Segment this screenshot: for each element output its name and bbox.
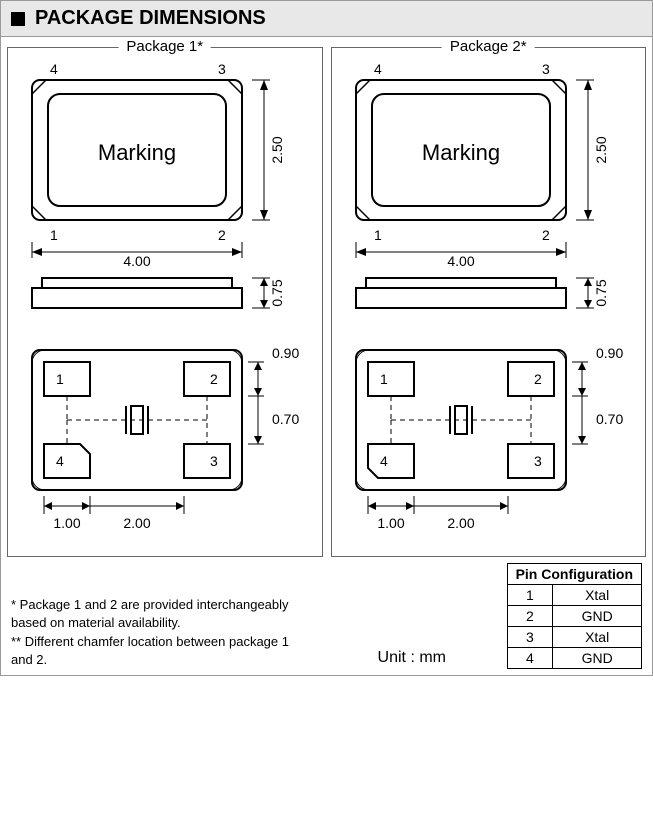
dim-height: 2.50 (269, 136, 285, 163)
svg-text:1: 1 (374, 227, 382, 243)
pin1-label: 1 (50, 227, 58, 243)
svg-text:0.90: 0.90 (596, 345, 623, 361)
svg-text:3: 3 (542, 61, 550, 77)
table-row: 2GND (507, 606, 641, 627)
dim-width: 4.00 (123, 253, 150, 269)
package-2-panel: Package 2* 4 3 1 2 Marking 2.50 (331, 47, 647, 557)
svg-text:2.50: 2.50 (593, 136, 609, 163)
package-1-panel: Package 1* 4 3 1 2 Marking (7, 47, 323, 557)
pkg1-top-view: 4 3 1 2 Marking 2.50 4.00 (12, 50, 312, 270)
pin4-label: 4 (50, 61, 58, 77)
section-header: PACKAGE DIMENSIONS (0, 0, 653, 37)
bpad4: 4 (56, 453, 64, 469)
dim-padgap: 0.70 (272, 411, 299, 427)
pkg2-top-view: 4 3 1 2 Marking 2.50 4.00 (336, 50, 636, 270)
footnote-1: * Package 1 and 2 are provided interchan… (11, 596, 303, 632)
svg-text:0.70: 0.70 (596, 411, 623, 427)
svg-text:1: 1 (380, 371, 388, 387)
svg-text:4: 4 (374, 61, 382, 77)
package-1-title: Package 1* (118, 38, 211, 55)
marking-text: Marking (98, 140, 176, 165)
pin2-label: 2 (218, 227, 226, 243)
svg-text:4: 4 (380, 453, 388, 469)
bpad1: 1 (56, 371, 64, 387)
footer-row: * Package 1 and 2 are provided interchan… (7, 563, 646, 669)
pin-config-table: Pin Configuration 1Xtal 2GND 3Xtal 4GND (507, 563, 642, 669)
footnotes: * Package 1 and 2 are provided interchan… (7, 588, 307, 669)
svg-text:1.00: 1.00 (377, 515, 404, 531)
bpad3: 3 (210, 453, 218, 469)
dim-thickness: 0.75 (269, 279, 285, 306)
dim-padw: 1.00 (53, 515, 80, 531)
pkg1-bottom-view: 1 2 3 4 0.90 0.70 (12, 320, 312, 550)
svg-text:2.00: 2.00 (447, 515, 474, 531)
table-row: 3Xtal (507, 627, 641, 648)
diagram-container: Package 1* 4 3 1 2 Marking (0, 37, 653, 676)
pin-config-table-wrap: Pin Configuration 1Xtal 2GND 3Xtal 4GND (507, 563, 642, 669)
pkg2-side-view: 0.75 (336, 270, 636, 320)
pin-config-header: Pin Configuration (507, 564, 641, 585)
dim-padpitch: 2.00 (123, 515, 150, 531)
bpad2: 2 (210, 371, 218, 387)
header-bullet-icon (11, 12, 25, 26)
dim-padh: 0.90 (272, 345, 299, 361)
package-columns: Package 1* 4 3 1 2 Marking (7, 47, 646, 557)
svg-text:2: 2 (542, 227, 550, 243)
svg-text:0.75: 0.75 (593, 279, 609, 306)
svg-text:2: 2 (534, 371, 542, 387)
pkg1-side-view: 0.75 (12, 270, 312, 320)
table-row: 1Xtal (507, 585, 641, 606)
unit-label: Unit : mm (378, 649, 446, 667)
svg-text:Marking: Marking (421, 140, 499, 165)
section-title: PACKAGE DIMENSIONS (35, 7, 266, 30)
pin3-label: 3 (218, 61, 226, 77)
package-2-title: Package 2* (442, 38, 535, 55)
svg-text:4.00: 4.00 (447, 253, 474, 269)
footnote-2: ** Different chamfer location between pa… (11, 633, 303, 669)
pkg2-bottom-view: 1 2 3 4 0.90 0.70 (336, 320, 636, 550)
svg-text:3: 3 (534, 453, 542, 469)
table-row: 4GND (507, 648, 641, 669)
